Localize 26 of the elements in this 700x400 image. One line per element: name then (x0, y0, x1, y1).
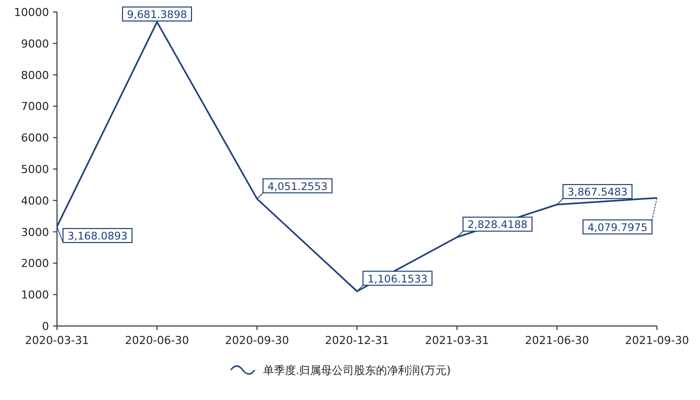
y-tick-label: 3000 (21, 226, 49, 239)
y-tick-label: 7000 (21, 100, 49, 114)
data-label: 4,051.2553 (267, 180, 328, 193)
data-label: 2,828.4188 (467, 219, 528, 232)
data-label: 4,079.7975 (587, 222, 648, 234)
legend: 单季度.归属母公司股东的净利润(万元) (230, 364, 451, 377)
data-label: 1,106.1533 (367, 273, 428, 286)
y-tick-label: 2000 (21, 257, 49, 270)
y-tick-label: 0 (42, 320, 49, 333)
y-tick-label: 8000 (21, 68, 49, 82)
y-tick-label: 9000 (21, 37, 49, 50)
x-tick-label: 2020-06-30 (125, 334, 189, 347)
y-tick-label: 4000 (21, 194, 49, 208)
data-label: 3,867.5483 (567, 186, 628, 199)
x-tick-label: 2021-03-31 (425, 334, 489, 347)
x-tick-label: 2020-12-31 (325, 334, 389, 347)
y-tick-label: 5000 (21, 163, 49, 176)
data-label: 9,681.3898 (126, 9, 188, 22)
data-label: 3,168.0893 (67, 230, 128, 243)
y-tick-label: 10000 (14, 6, 49, 19)
x-tick-label: 2021-09-30 (625, 334, 689, 347)
y-tick-label: 1000 (21, 288, 49, 302)
y-tick-label: 6000 (21, 132, 49, 145)
x-tick-label: 2020-09-30 (225, 334, 289, 347)
x-tick-label: 2021-06-30 (525, 334, 589, 347)
x-tick-label: 2020-03-31 (25, 334, 89, 347)
